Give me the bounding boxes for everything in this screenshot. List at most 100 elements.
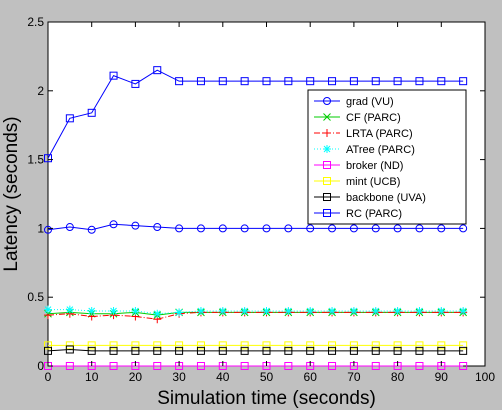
x-tick-label: 50	[260, 370, 274, 384]
data-point	[240, 346, 249, 355]
data-point	[196, 306, 205, 315]
data-point	[437, 346, 446, 355]
data-point	[284, 77, 293, 86]
data-point	[415, 341, 424, 350]
data-point	[175, 77, 184, 86]
data-point	[44, 305, 52, 314]
legend-item: ATree (PARC)	[314, 144, 415, 156]
x-tick-label: 20	[129, 370, 143, 384]
data-point	[109, 341, 118, 350]
data-point	[328, 341, 337, 350]
series-7	[44, 66, 468, 163]
data-point	[262, 341, 271, 350]
legend: grad (VU) CF (PARC) LRTA (PARC) ATree (PARC…	[307, 89, 467, 225]
data-point	[196, 77, 205, 86]
data-point	[437, 77, 446, 86]
data-point	[153, 346, 162, 355]
data-point	[459, 362, 468, 370]
data-point	[415, 362, 424, 370]
legend-swatch-marker	[323, 145, 331, 153]
data-point	[371, 306, 380, 315]
data-point	[196, 362, 205, 370]
data-point	[131, 306, 140, 315]
data-point	[240, 306, 249, 315]
data-point	[371, 346, 380, 355]
data-point	[459, 341, 468, 350]
legend-swatch-marker	[323, 177, 331, 185]
data-point	[371, 341, 380, 350]
data-point	[459, 224, 468, 233]
series-layer	[44, 66, 468, 370]
data-point	[131, 341, 140, 350]
data-point	[306, 77, 315, 86]
data-point	[393, 341, 402, 350]
legend-item: mint (UCB)	[314, 176, 400, 188]
data-point	[44, 346, 52, 355]
x-tick-label: 60	[304, 370, 318, 384]
data-point	[415, 77, 424, 86]
legend-label: grad (VU)	[346, 96, 394, 108]
series-0	[44, 220, 468, 234]
legend-swatch-marker	[323, 129, 331, 137]
data-point	[262, 77, 271, 86]
data-point	[328, 346, 337, 355]
data-point	[306, 346, 315, 355]
data-point	[240, 77, 249, 86]
data-point	[175, 224, 184, 233]
data-point	[240, 341, 249, 350]
y-tick-label: 0.5	[27, 290, 44, 304]
x-tick-label: 100	[475, 370, 495, 384]
data-point	[65, 345, 74, 354]
legend-item: LRTA (PARC)	[314, 128, 413, 140]
legend-swatch-marker	[323, 161, 331, 169]
data-point	[218, 224, 227, 233]
data-point	[437, 341, 446, 350]
data-point	[65, 341, 74, 350]
data-point	[109, 346, 118, 355]
y-tick-label: 1.5	[27, 153, 44, 167]
data-point	[284, 224, 293, 233]
data-point	[44, 154, 52, 163]
data-point	[218, 346, 227, 355]
data-point	[262, 346, 271, 355]
data-point	[218, 77, 227, 86]
data-point	[87, 341, 96, 350]
data-point	[371, 224, 380, 233]
series-5	[44, 341, 468, 350]
x-tick-label: 80	[391, 370, 405, 384]
data-point	[218, 306, 227, 315]
data-point	[459, 306, 468, 315]
data-point	[65, 305, 74, 314]
legend-swatch-marker	[323, 193, 331, 201]
data-point	[328, 306, 337, 315]
data-point	[393, 224, 402, 233]
legend-swatch-marker	[323, 113, 331, 121]
x-tick-label: 70	[347, 370, 361, 384]
data-point	[44, 225, 52, 234]
data-point	[65, 114, 74, 123]
legend-label: ATree (PARC)	[346, 144, 415, 156]
x-tick-label: 40	[216, 370, 230, 384]
data-point	[437, 306, 446, 315]
data-point	[218, 341, 227, 350]
data-point	[87, 346, 96, 355]
data-point	[306, 224, 315, 233]
data-point	[437, 224, 446, 233]
data-point	[349, 306, 358, 315]
data-point	[284, 362, 293, 370]
data-point	[349, 346, 358, 355]
data-point	[196, 224, 205, 233]
data-point	[65, 223, 74, 232]
data-point	[328, 362, 337, 370]
data-point	[65, 362, 74, 370]
data-point	[153, 362, 162, 370]
data-point	[284, 306, 293, 315]
data-point	[459, 346, 468, 355]
data-point	[415, 346, 424, 355]
data-point	[87, 225, 96, 234]
data-point	[393, 306, 402, 315]
data-point	[87, 108, 96, 117]
data-point	[415, 224, 424, 233]
y-tick-label: 2	[37, 84, 44, 98]
